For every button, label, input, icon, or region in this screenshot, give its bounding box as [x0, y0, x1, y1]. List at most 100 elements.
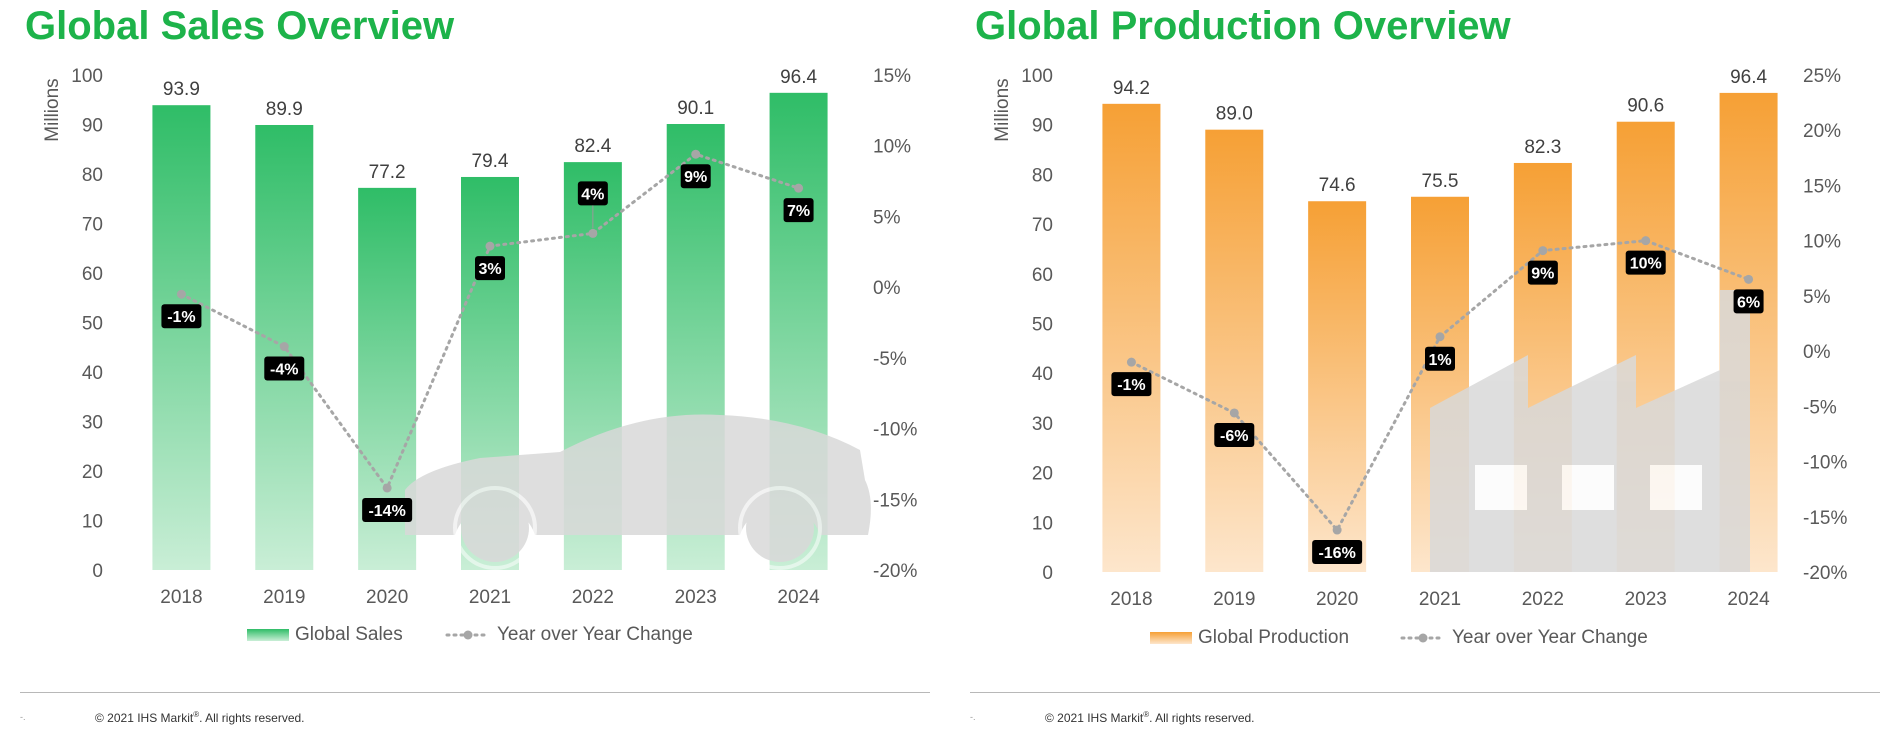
yoy-label: 3% — [475, 256, 505, 281]
yoy-label: 9% — [1527, 260, 1558, 285]
yoy-point — [279, 342, 289, 352]
yoy-point — [794, 183, 804, 193]
y-tick-label: 30 — [1032, 414, 1053, 435]
y2-tick-label: -15% — [1803, 508, 1847, 529]
corner-mark: -. — [20, 712, 26, 722]
yoy-point — [588, 228, 598, 238]
y2-tick-label: -15% — [873, 490, 917, 511]
footer-divider — [20, 692, 930, 693]
y-tick-label: 20 — [1032, 464, 1053, 485]
y2-tick-label: -10% — [1803, 453, 1847, 474]
yoy-point — [382, 483, 392, 493]
bar-value-label: 90.1 — [677, 98, 714, 119]
production-panel: Global Production Overview Millions 0 10 20… — [950, 0, 1900, 740]
yoy-point — [176, 289, 186, 299]
y2-tick-label: 0% — [873, 278, 901, 299]
yoy-label: 6% — [1733, 289, 1764, 314]
yoy-point — [1744, 274, 1754, 284]
copyright-rights: . All rights reserved. — [199, 711, 305, 725]
y-tick-label: 40 — [1032, 364, 1053, 385]
x-tick-label: 2019 — [263, 587, 305, 608]
yoy-label: -14% — [362, 497, 413, 522]
y-tick-label: 60 — [82, 264, 103, 285]
y-tick-label: 80 — [82, 165, 103, 186]
copyright-owner: © 2021 IHS Markit — [1045, 711, 1144, 725]
yoy-label-box — [1425, 346, 1455, 371]
bar-value-label: 96.4 — [780, 67, 817, 88]
sales-title: Global Sales Overview — [25, 4, 455, 48]
y2-tick-label: 0% — [1803, 342, 1831, 363]
x-tick-label: 2024 — [777, 587, 820, 608]
yoy-label-box — [264, 356, 305, 381]
yoy-label-text: 7% — [787, 203, 810, 220]
car-icon — [405, 414, 871, 570]
yoy-label: -1% — [1111, 372, 1152, 397]
yoy-point — [485, 241, 495, 251]
x-tick-label: 2021 — [1419, 589, 1461, 610]
factory-window — [1475, 465, 1527, 510]
corner-mark: -. — [970, 712, 976, 722]
production-chart: Millions 0 10 20 30 40 50 60 70 80 90 100 -20% -15% -1… — [992, 66, 1847, 648]
legend-bar-swatch — [247, 629, 289, 641]
yoy-label: 10% — [1625, 250, 1666, 275]
legend-bar-label: Global Sales — [295, 624, 403, 645]
footer-divider — [970, 692, 1880, 693]
car-wheel — [461, 494, 529, 562]
y-tick-label: 0 — [92, 561, 103, 582]
yoy-label-box — [1625, 250, 1666, 275]
sales-panel: Global Sales Overview Millions 0 10 20 30 40 5… — [20, 4, 930, 725]
yoy-label-text: 9% — [1531, 266, 1554, 283]
y-tick-label: 70 — [1032, 215, 1053, 236]
yoy-label-text: 1% — [1428, 352, 1451, 369]
y2-tick-label: 10% — [1803, 232, 1841, 253]
x-tick-label: 2018 — [1110, 589, 1152, 610]
bar-value-label: 75.5 — [1422, 171, 1459, 192]
yoy-label-text: 10% — [1630, 256, 1662, 273]
factory-building — [1430, 290, 1750, 572]
x-tick-label: 2021 — [469, 587, 511, 608]
bar — [152, 105, 211, 570]
yoy-label: 9% — [680, 164, 711, 189]
registered-mark: ® — [1143, 710, 1150, 719]
yoy-label-box — [1527, 260, 1558, 285]
y-tick-label: 100 — [1021, 66, 1053, 87]
yoy-label: 4% — [577, 181, 608, 206]
y-tick-label: 50 — [1032, 315, 1053, 336]
bar-value-label: 89.9 — [266, 99, 303, 120]
yoy-label-box — [362, 497, 413, 522]
copyright: © 2021 IHS Markit®. All rights reserved. — [1045, 710, 1255, 725]
y-tick-label: 90 — [1032, 116, 1053, 137]
yoy-label: 1% — [1425, 346, 1455, 371]
factory-icon — [1430, 290, 1750, 572]
yoy-label-text: 9% — [684, 169, 707, 186]
bar-value-label: 74.6 — [1319, 175, 1356, 196]
legend-line-label: Year over Year Change — [497, 624, 693, 645]
x-tick-label: 2020 — [1316, 589, 1358, 610]
yoy-label-box — [1733, 289, 1764, 314]
yoy-label-text: -1% — [1117, 377, 1145, 394]
yoy-label-text: -1% — [167, 309, 195, 326]
yoy-point — [1538, 246, 1548, 256]
copyright-owner: © 2021 IHS Markit — [95, 711, 194, 725]
y-tick-label: 70 — [82, 215, 103, 236]
legend-line-marker — [1418, 633, 1428, 643]
y-tick-label: 40 — [82, 363, 103, 384]
legend-bar-swatch — [1150, 632, 1192, 644]
yoy-label: -16% — [1312, 540, 1363, 565]
yoy-point — [1332, 525, 1342, 535]
yoy-label-box — [680, 164, 711, 189]
yoy-label-box — [1111, 372, 1152, 397]
y2-tick-label: 10% — [873, 137, 911, 158]
y-tick-label: 10 — [82, 512, 103, 533]
bar-value-label: 82.4 — [574, 136, 611, 157]
y2-tick-label: 25% — [1803, 66, 1841, 87]
yoy-point — [1229, 408, 1239, 418]
bar-value-label: 90.6 — [1627, 96, 1664, 117]
yoy-point — [1641, 236, 1651, 246]
car-wheel — [746, 494, 814, 562]
y2-tick-label: -20% — [1803, 563, 1847, 584]
y-tick-label: 90 — [82, 116, 103, 137]
x-tick-label: 2022 — [1522, 589, 1564, 610]
legend-line-marker — [463, 630, 473, 640]
x-tick-label: 2022 — [572, 587, 614, 608]
